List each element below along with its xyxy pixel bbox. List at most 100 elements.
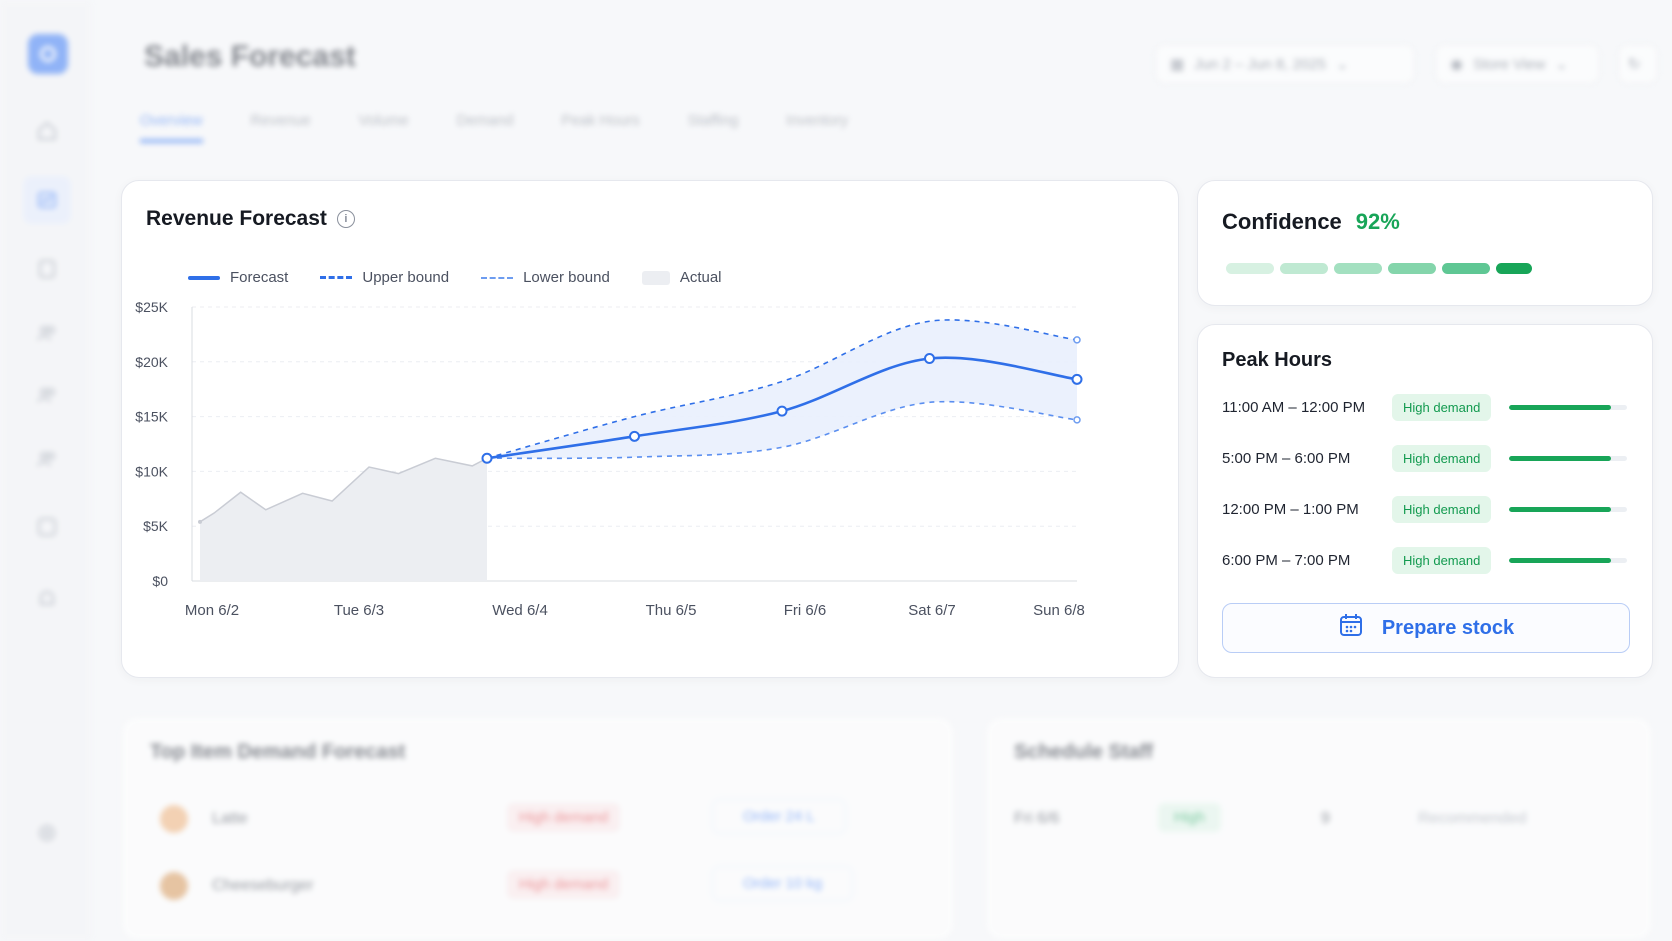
revenue-forecast-title: Revenue Forecast i — [146, 207, 355, 231]
legend-upper-label: Upper bound — [362, 269, 450, 286]
legend-lower-label: Lower bound — [523, 269, 610, 286]
x-tick-label: Sat 6/7 — [908, 602, 956, 619]
view-selector[interactable]: ◉ Store View ⌄ — [1435, 44, 1600, 84]
lower-bound-point — [1073, 416, 1081, 424]
revenue-forecast-title-text: Revenue Forecast — [146, 207, 327, 230]
y-tick-label: $10K — [135, 463, 168, 479]
report-icon[interactable] — [34, 514, 60, 540]
bell-icon[interactable] — [34, 586, 60, 612]
demand-bar — [1509, 506, 1628, 512]
legend-actual-swatch — [641, 270, 670, 285]
calendar-icon: ▦ — [1170, 56, 1185, 73]
schedule-day: Fri 6/6 — [1014, 810, 1060, 827]
tab-inventory[interactable]: Inventory — [786, 112, 848, 129]
schedule-title: Schedule Staff — [1014, 741, 1153, 763]
item-name: Cheeseburger — [212, 877, 314, 894]
confidence-label: Confidence — [1222, 209, 1342, 234]
forecast-point — [776, 405, 788, 417]
legend-upper-swatch — [320, 276, 353, 279]
peak-hour-time: 5:00 PM – 6:00 PM — [1222, 449, 1351, 467]
top-items-card: Top Item Demand Forecast Latte High dema… — [121, 716, 955, 941]
date-range-picker[interactable]: ▦ Jun 2 – Jun 8, 2025 ⌄ — [1155, 44, 1415, 84]
peak-hour-time: 11:00 AM – 12:00 PM — [1222, 398, 1366, 416]
revenue-forecast-card: Revenue Forecast i Forecast Upper bound … — [121, 180, 1179, 678]
refresh-button[interactable]: ↻ — [1618, 44, 1658, 84]
tab-overview[interactable]: Overview — [140, 112, 203, 143]
legend-actual[interactable]: Actual — [641, 269, 722, 286]
peak-hours-title: Peak Hours — [1222, 349, 1333, 371]
demand-badge: High demand — [1392, 495, 1492, 523]
schedule-card: Schedule Staff Fri 6/6 High 9 Recommende… — [985, 716, 1653, 941]
legend-lower[interactable]: Lower bound — [481, 269, 610, 286]
settings-icon[interactable] — [34, 820, 60, 846]
team-icon[interactable] — [34, 382, 60, 408]
info-icon[interactable]: i — [336, 210, 355, 228]
users-icon[interactable] — [34, 320, 60, 346]
chart-legend: Forecast Upper bound Lower bound Actual — [188, 269, 722, 286]
peak-hour-row: 5:00 PM – 6:00 PM High demand — [1222, 444, 1632, 472]
demand-bar-fill — [1509, 455, 1611, 461]
forecast-point — [629, 430, 640, 442]
legend-upper[interactable]: Upper bound — [320, 269, 449, 286]
tab-staffing[interactable]: Staffing — [687, 112, 739, 129]
order-button[interactable]: Order 24 L — [712, 799, 846, 834]
confidence-card: Confidence 92% — [1197, 180, 1653, 306]
item-demand-badge: High demand — [507, 870, 621, 899]
y-tick-label: $15K — [135, 409, 168, 425]
confidence-segment — [1442, 263, 1490, 274]
confidence-segment — [1280, 263, 1328, 274]
sidebar — [0, 0, 92, 941]
legend-actual-label: Actual — [679, 269, 722, 286]
tab-bar: Overview Revenue Volume Demand Peak Hour… — [140, 112, 848, 143]
confidence-segment — [1334, 263, 1382, 274]
chevron-down-icon: ⌄ — [1555, 56, 1568, 73]
document-icon[interactable] — [34, 256, 60, 282]
schedule-count: 9 — [1321, 810, 1330, 827]
tab-volume[interactable]: Volume — [358, 112, 409, 129]
demand-bar-fill — [1509, 404, 1611, 410]
x-tick-label: Thu 6/5 — [646, 602, 697, 619]
prepare-stock-button[interactable]: Prepare stock — [1222, 603, 1630, 653]
app-logo[interactable] — [28, 34, 68, 74]
lower-bound-line — [486, 400, 1078, 460]
legend-forecast[interactable]: Forecast — [188, 269, 288, 286]
page-title: Sales Forecast — [144, 40, 356, 73]
forecast-point — [481, 452, 493, 464]
order-button[interactable]: Order 10 kg — [712, 866, 854, 901]
tab-revenue[interactable]: Revenue — [250, 112, 311, 129]
x-tick-label: Wed 6/4 — [492, 602, 548, 619]
refresh-icon: ↻ — [1628, 56, 1641, 73]
chart-icon[interactable] — [23, 176, 71, 224]
demand-badge: High demand — [1392, 444, 1492, 472]
y-tick-label: $25K — [135, 299, 168, 315]
store-icon: ◉ — [1450, 56, 1464, 73]
confidence-segment — [1496, 263, 1532, 274]
chevron-down-icon: ⌄ — [1335, 56, 1349, 73]
demand-bar — [1509, 455, 1628, 461]
peak-hour-row: 11:00 AM – 12:00 PM High demand — [1222, 393, 1632, 421]
home-icon[interactable] — [34, 118, 60, 144]
peak-hour-time: 6:00 PM – 7:00 PM — [1222, 551, 1351, 569]
peak-hour-time: 12:00 PM – 1:00 PM — [1222, 500, 1359, 518]
revenue-chart: $0 $5K $10K $15K $20K $25K Mon 6/2 Tue 6/3 Wed 6… — [135, 299, 1085, 619]
confidence-heading: Confidence 92% — [1222, 209, 1400, 235]
confidence-segment — [1226, 263, 1274, 274]
forecast-point — [1071, 373, 1083, 385]
x-tick-label: Sun 6/8 — [1033, 602, 1085, 619]
upper-bound-point — [1073, 336, 1081, 344]
prepare-stock-label: Prepare stock — [1381, 616, 1515, 639]
item-name: Latte — [212, 810, 248, 827]
x-tick-label: Mon 6/2 — [185, 602, 239, 619]
confidence-value: 92% — [1355, 209, 1400, 234]
peak-hour-row: 6:00 PM – 7:00 PM High demand — [1222, 546, 1632, 574]
item-demand-badge: High demand — [507, 803, 621, 832]
tab-peak-hours[interactable]: Peak Hours — [561, 112, 640, 129]
demand-bar-fill — [1509, 557, 1611, 563]
schedule-note: Recommended — [1418, 810, 1527, 827]
people-icon[interactable] — [34, 446, 60, 472]
burger-icon — [160, 872, 188, 900]
legend-lower-swatch — [481, 276, 514, 279]
y-tick-label: $5K — [143, 518, 169, 534]
tab-demand[interactable]: Demand — [456, 112, 514, 129]
date-range-label: Jun 2 – Jun 8, 2025 — [1194, 55, 1326, 73]
